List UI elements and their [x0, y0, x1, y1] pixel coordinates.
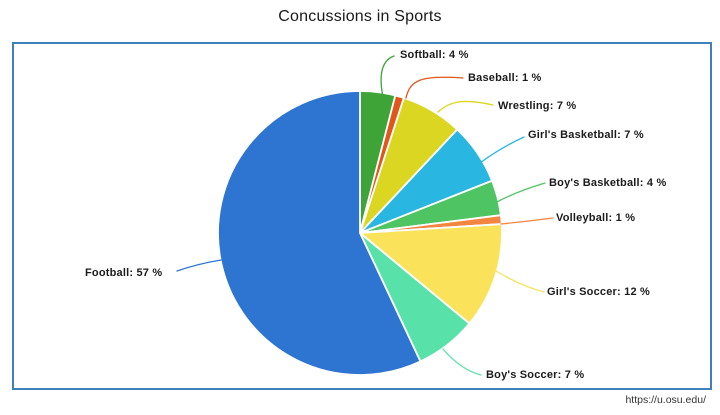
leader-line-volleyball	[500, 217, 554, 225]
chart-title: Concussions in Sports	[278, 8, 442, 25]
leader-line-boy-s-soccer	[442, 348, 482, 376]
leader-line-girl-s-basketball	[479, 136, 525, 164]
leader-line-girl-s-soccer	[495, 270, 545, 293]
leader-line-baseball	[405, 76, 464, 99]
leader-line-football	[176, 259, 222, 272]
leader-line-boy-s-basketball	[494, 182, 546, 204]
leader-line-softball	[380, 55, 395, 98]
leader-line-wrestling	[437, 100, 494, 113]
pie-slice-girl-s-soccer	[359, 223, 503, 325]
pie-slice-football	[217, 90, 422, 376]
source-url: https://u.osu.edu/	[625, 394, 706, 406]
